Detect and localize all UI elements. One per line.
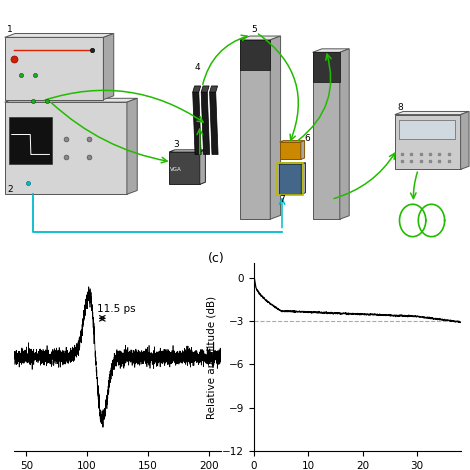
Polygon shape xyxy=(301,163,306,194)
Polygon shape xyxy=(201,92,210,155)
Polygon shape xyxy=(210,92,218,155)
Polygon shape xyxy=(301,141,305,159)
Polygon shape xyxy=(280,142,301,159)
Polygon shape xyxy=(200,150,205,184)
Polygon shape xyxy=(279,164,301,194)
Polygon shape xyxy=(313,52,340,219)
Text: 2: 2 xyxy=(7,185,13,194)
Polygon shape xyxy=(279,163,306,164)
Polygon shape xyxy=(201,86,209,92)
Polygon shape xyxy=(280,141,305,142)
Polygon shape xyxy=(461,111,469,169)
Text: 4: 4 xyxy=(195,63,201,72)
Text: VGA: VGA xyxy=(170,167,181,172)
Polygon shape xyxy=(340,49,349,219)
Polygon shape xyxy=(240,36,281,40)
Polygon shape xyxy=(5,102,127,194)
Polygon shape xyxy=(9,117,52,164)
Polygon shape xyxy=(399,119,455,140)
Text: 6: 6 xyxy=(305,134,310,143)
Text: 1: 1 xyxy=(7,25,13,34)
Text: 11.5 ps: 11.5 ps xyxy=(97,304,136,314)
Polygon shape xyxy=(5,33,114,38)
Polygon shape xyxy=(210,86,218,92)
Polygon shape xyxy=(5,38,103,100)
Polygon shape xyxy=(313,52,340,82)
Polygon shape xyxy=(169,152,200,184)
Polygon shape xyxy=(127,98,137,194)
Polygon shape xyxy=(240,40,270,219)
Polygon shape xyxy=(395,111,469,115)
Polygon shape xyxy=(169,150,205,152)
Polygon shape xyxy=(103,33,114,100)
Text: 7: 7 xyxy=(280,195,285,204)
Text: 8: 8 xyxy=(397,102,403,111)
Text: (c): (c) xyxy=(208,252,225,265)
Polygon shape xyxy=(270,36,281,219)
Polygon shape xyxy=(193,92,201,155)
Polygon shape xyxy=(395,115,461,169)
Y-axis label: Relative amplitude (dB): Relative amplitude (dB) xyxy=(206,296,217,419)
Polygon shape xyxy=(5,98,137,102)
Text: 3: 3 xyxy=(173,140,179,149)
Polygon shape xyxy=(193,86,201,92)
Polygon shape xyxy=(240,40,270,70)
Polygon shape xyxy=(313,49,349,52)
Text: 5: 5 xyxy=(251,25,257,34)
